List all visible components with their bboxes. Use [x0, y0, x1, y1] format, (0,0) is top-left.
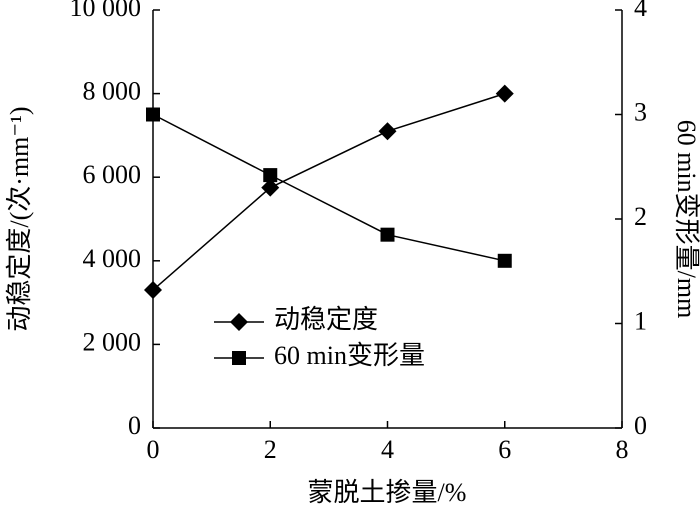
x-axis-title: 蒙脱土掺量/% — [308, 478, 467, 507]
x-tick-label: 8 — [616, 435, 629, 464]
data-point — [378, 122, 397, 141]
y-tick-label: 10 000 — [70, 0, 142, 22]
data-point — [146, 107, 160, 122]
y2-tick-label: 2 — [634, 202, 647, 231]
x-tick-label: 0 — [147, 435, 160, 464]
y-tick-label: 8 000 — [83, 77, 142, 106]
y-tick-label: 4 000 — [83, 244, 142, 273]
legend-label: 动稳定度 — [274, 305, 378, 334]
y-tick-label: 2 000 — [83, 327, 142, 356]
y2-tick-label: 3 — [634, 97, 647, 126]
data-point — [261, 178, 280, 197]
legend-marker — [232, 351, 246, 365]
y2-tick-label: 0 — [634, 411, 647, 440]
data-point — [263, 168, 278, 183]
y-axis-title: 动稳定度/(次·mm⁻¹) — [5, 106, 34, 331]
x-tick-label: 2 — [264, 435, 277, 464]
y2-tick-label: 1 — [634, 306, 647, 335]
data-point — [497, 253, 512, 268]
x-tick-label: 4 — [381, 435, 394, 464]
legend-marker — [230, 313, 248, 331]
data-point — [495, 84, 514, 103]
y2-tick-label: 4 — [634, 0, 647, 22]
series-line — [152, 92, 505, 291]
y2-axis-title: 60 min变形量/mm — [672, 120, 700, 319]
legend-label: 60 min变形量 — [274, 341, 425, 370]
y-tick-label: 6 000 — [83, 160, 142, 189]
data-point — [144, 281, 162, 300]
y-tick-label: 0 — [128, 411, 141, 440]
series-line — [152, 113, 505, 262]
x-tick-label: 6 — [498, 435, 511, 464]
data-point — [380, 227, 395, 242]
